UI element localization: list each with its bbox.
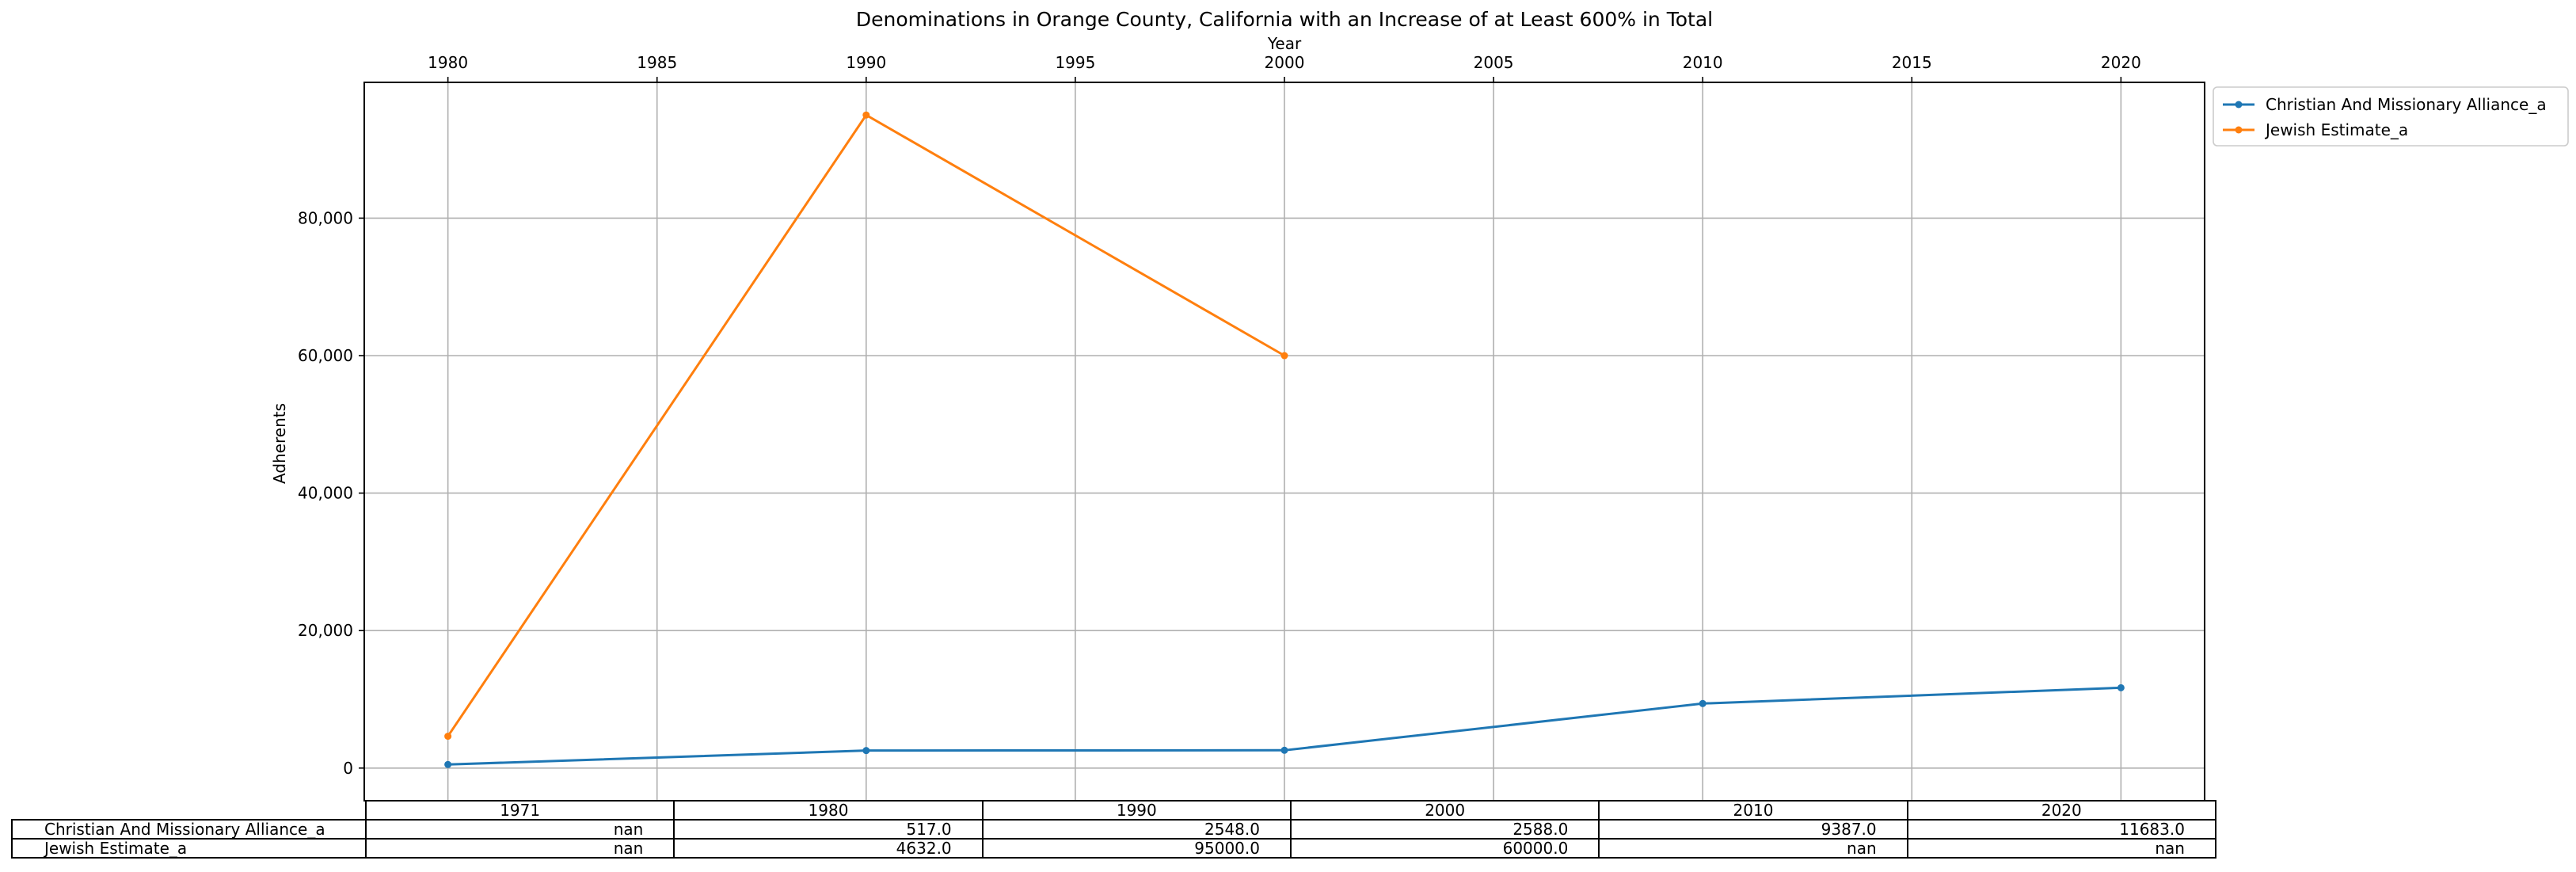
table-body: Christian And Missionary Alliance_a nan 51…: [11, 819, 2216, 859]
y-tick-label: 0: [343, 759, 353, 778]
table-column-header: 2000: [1289, 800, 1600, 821]
table-column-header: 1980: [673, 800, 984, 821]
x-axis-label: Year: [1267, 34, 1302, 53]
x-tick-label: 1985: [637, 53, 677, 72]
table-cell: 11683.0: [1906, 819, 2216, 840]
data-point: [1699, 699, 1707, 707]
table-column-header: 1990: [981, 800, 1292, 821]
table-cell: nan: [364, 838, 675, 859]
legend: Christian And Missionary Alliance_a Jewis…: [2213, 86, 2569, 147]
x-tick-label: 2000: [1265, 53, 1305, 72]
legend-box: [2213, 86, 2569, 147]
table-cell: 95000.0: [981, 838, 1292, 859]
data-point: [1280, 746, 1288, 754]
x-tick-label: 2015: [1892, 53, 1932, 72]
data-point: [862, 747, 870, 755]
table-cell: 2588.0: [1289, 819, 1600, 840]
y-tick-label: 60,000: [298, 346, 353, 365]
table-cell: nan: [364, 819, 675, 840]
x-tick-label: 1990: [846, 53, 886, 72]
table-header-row: 1971 1980 1990 2000 2010 2020: [12, 800, 2216, 821]
legend-marker: [2235, 101, 2243, 109]
table-cell: 2548.0: [981, 819, 1292, 840]
legend-label: Christian And Missionary Alliance_a: [2266, 95, 2547, 114]
data-point: [2117, 684, 2125, 691]
data-point: [1280, 352, 1288, 360]
y-tick-label: 40,000: [298, 484, 353, 503]
x-tick-label: 1980: [428, 53, 468, 72]
grid: [364, 82, 2205, 801]
chart-title: Denominations in Orange County, Californ…: [856, 8, 1713, 31]
table-cell: nan: [1906, 838, 2216, 859]
legend-marker: [2235, 126, 2243, 134]
table-row-label: Jewish Estimate_a: [11, 838, 367, 859]
table-cell: 4632.0: [673, 838, 984, 859]
x-tick-label: 2010: [1683, 53, 1723, 72]
x-tick-label: 1995: [1055, 53, 1095, 72]
table-column-header: 2010: [1598, 800, 1908, 821]
data-table: 1971 1980 1990 2000 2010 2020 Christian And M…: [11, 800, 2216, 859]
table-cell: 9387.0: [1598, 819, 1908, 840]
x-tick-label: 2005: [1474, 53, 1514, 72]
data-point: [444, 760, 452, 768]
axis-ticks: 1980 1985 1990 1995 2000 2005 2010 2015 2020 0 20,…: [298, 53, 2141, 778]
y-tick-label: 80,000: [298, 208, 353, 227]
y-axis-label: Adherents: [270, 403, 289, 484]
table-column-header: 1971: [364, 800, 675, 821]
table-cell: 60000.0: [1289, 838, 1600, 859]
table-row: Christian And Missionary Alliance_a nan 51…: [11, 819, 2216, 840]
table-corner-cell: [12, 801, 366, 820]
series-lines: [444, 111, 2125, 768]
y-tick-label: 20,000: [298, 621, 353, 640]
x-tick-label: 2020: [2101, 53, 2141, 72]
table-row: Jewish Estimate_a nan 4632.0 95000.0 60000.0…: [11, 838, 2216, 859]
table-cell: 517.0: [673, 819, 984, 840]
table-cell: nan: [1598, 838, 1908, 859]
legend-label: Jewish Estimate_a: [2264, 120, 2408, 139]
data-point: [862, 111, 870, 119]
data-point: [444, 733, 452, 741]
table-column-header: 2020: [1906, 800, 2216, 821]
table-row-label: Christian And Missionary Alliance_a: [11, 819, 367, 840]
